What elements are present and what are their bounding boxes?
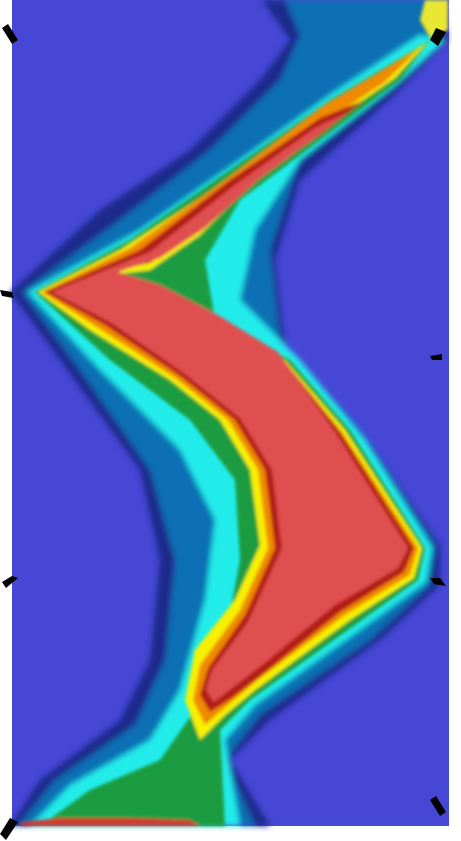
arrow-marker xyxy=(0,290,14,298)
band-core xyxy=(52,112,408,702)
arrow-marker xyxy=(430,28,446,46)
arrow-markers xyxy=(0,24,446,840)
arrow-marker xyxy=(2,576,18,588)
arrow-marker xyxy=(430,354,442,360)
arrow-marker xyxy=(0,818,18,840)
band-bottom-streak xyxy=(20,818,200,826)
contour-bands xyxy=(10,0,448,826)
band-corner xyxy=(420,0,448,38)
arrow-marker xyxy=(430,796,446,816)
arrow-marker xyxy=(2,24,18,44)
arrow-marker xyxy=(430,578,446,586)
